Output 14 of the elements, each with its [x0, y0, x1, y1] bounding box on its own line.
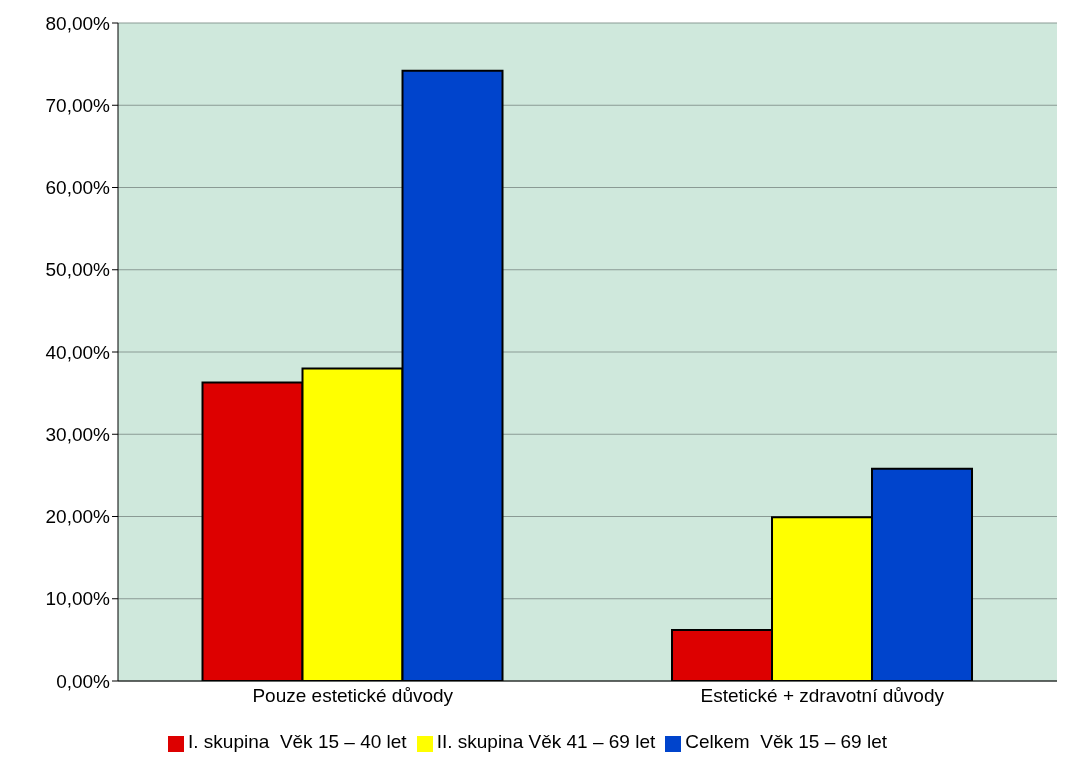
x-tick-label: Pouze estetické důvody: [252, 685, 454, 707]
legend-label: II. skupina Věk 41 – 69 let: [436, 731, 656, 752]
y-tick-label: 0,00%: [56, 670, 111, 692]
y-tick-label: 20,00%: [45, 506, 111, 528]
legend-label: Celkem Věk 15 – 69 let: [685, 731, 887, 752]
y-tick-label: 10,00%: [45, 588, 111, 610]
x-tick-label: Estetické + zdravotní důvody: [700, 685, 945, 707]
y-tick-label: 80,00%: [45, 12, 111, 34]
y-tick-label: 70,00%: [45, 95, 111, 116]
legend-label: I. skupina Věk 15 – 40 let: [188, 731, 407, 752]
y-tick-label: 50,00%: [45, 259, 111, 281]
y-tick-label: 40,00%: [45, 341, 111, 363]
y-tick-label: 30,00%: [45, 423, 111, 445]
y-tick-label: 60,00%: [45, 177, 111, 199]
